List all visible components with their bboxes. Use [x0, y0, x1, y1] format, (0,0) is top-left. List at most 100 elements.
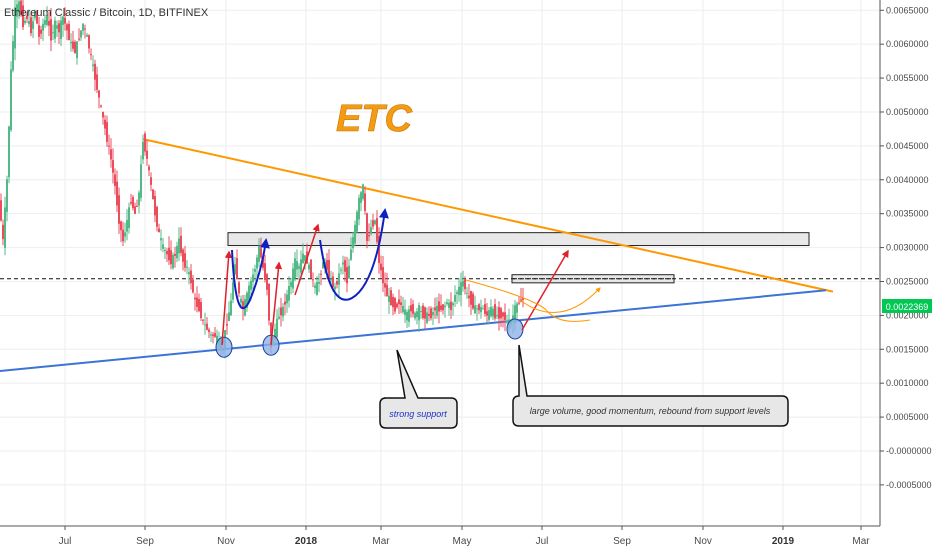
candle-body [214, 332, 216, 337]
candle-body [364, 193, 366, 211]
candle-body [30, 17, 32, 34]
candle-body [84, 28, 86, 30]
red-arrow [521, 249, 569, 331]
candle-body [58, 23, 60, 33]
candle-body [48, 20, 50, 26]
candle-body [34, 11, 36, 18]
candle-body [288, 286, 290, 301]
candle-body [486, 311, 488, 316]
candle-body [292, 268, 294, 289]
candle-body [52, 32, 54, 34]
candle-body [500, 308, 502, 319]
candle-body [450, 301, 452, 311]
candle-body [108, 145, 110, 147]
candle-body [480, 307, 482, 313]
candle-body [258, 245, 260, 262]
candle-body [76, 41, 78, 59]
candle-body [4, 207, 6, 248]
candle-body [396, 303, 398, 308]
candle-body [494, 304, 496, 319]
y-tick-label: 0.0060000 [886, 39, 929, 49]
candle-body [74, 41, 76, 54]
candle-body [246, 292, 248, 308]
candle-body [16, 4, 18, 17]
candle-body [106, 122, 108, 142]
candle-body [340, 269, 342, 271]
candle-body [170, 250, 172, 265]
candle-body [286, 294, 288, 304]
candle-body [404, 309, 406, 315]
x-tick-label: 2018 [295, 536, 318, 547]
candle-body [376, 218, 378, 242]
candle-body [266, 274, 268, 290]
candle-body [88, 35, 90, 49]
candle-body [344, 260, 346, 272]
candle-body [66, 24, 68, 31]
candle-body [380, 263, 382, 271]
candle-body [370, 227, 372, 234]
candle-body [18, 1, 20, 13]
candle-body [384, 283, 386, 288]
candle-body [20, 0, 22, 15]
y-tick-label: 0.0035000 [886, 209, 929, 219]
x-tick-label: Jul [59, 536, 72, 547]
y-tick-label: 0.0050000 [886, 107, 929, 117]
callout-strong-support: strong support [379, 349, 458, 429]
candle-body [458, 286, 460, 296]
candle-body [54, 20, 56, 39]
candle-body [46, 15, 48, 25]
candle-body [378, 235, 380, 264]
candle-body [410, 305, 412, 312]
candle-body [470, 291, 472, 305]
candle-body [146, 150, 148, 159]
candle-body [32, 21, 34, 29]
candle-body [428, 314, 430, 316]
candle-body [414, 312, 416, 319]
y-tick-label: 0.0025000 [886, 276, 929, 286]
candle-body [138, 192, 140, 206]
candle-body [212, 334, 214, 337]
candle-body [474, 305, 476, 314]
candle-body [472, 293, 474, 309]
candle-body [192, 279, 194, 293]
candle-body [128, 207, 130, 229]
candle-body [196, 297, 198, 307]
candle-body [412, 304, 414, 314]
candle-body [512, 315, 514, 322]
candle-body [360, 192, 362, 203]
candle-body [136, 205, 138, 207]
candle-body [44, 20, 46, 25]
candle-body [204, 324, 206, 326]
resistance-zone [227, 232, 810, 247]
candle-body [252, 274, 254, 283]
candle-body [300, 259, 302, 273]
etc-watermark: ETC [336, 98, 413, 140]
price-badge-label: 0.0022369 [886, 302, 929, 312]
candle-body [6, 179, 8, 212]
candle-body [152, 189, 154, 199]
candle-body [366, 213, 368, 241]
candle-body [142, 141, 144, 160]
candle-body [130, 201, 132, 204]
blue-arc-arrow [319, 208, 389, 301]
candle-body [502, 312, 504, 317]
symbol-title: Ethereum Classic / Bitcoin, 1D, BITFINEX [4, 7, 209, 19]
candle-body [514, 305, 516, 324]
candle-body [206, 323, 208, 330]
candle-body [456, 292, 458, 294]
candle-body [284, 301, 286, 305]
candle-body [168, 247, 170, 261]
candle-body [338, 273, 340, 285]
candle-body [184, 253, 186, 268]
candle-body [280, 307, 282, 316]
candle-body [462, 280, 464, 287]
candle-body [112, 160, 114, 173]
candle-body [194, 297, 196, 300]
candle-body [82, 23, 84, 31]
candle-body [498, 307, 500, 319]
candle-body [210, 334, 212, 336]
callout-large-volume: large volume, good momentum, rebound fro… [512, 344, 789, 427]
x-tick-label: Mar [852, 536, 870, 547]
